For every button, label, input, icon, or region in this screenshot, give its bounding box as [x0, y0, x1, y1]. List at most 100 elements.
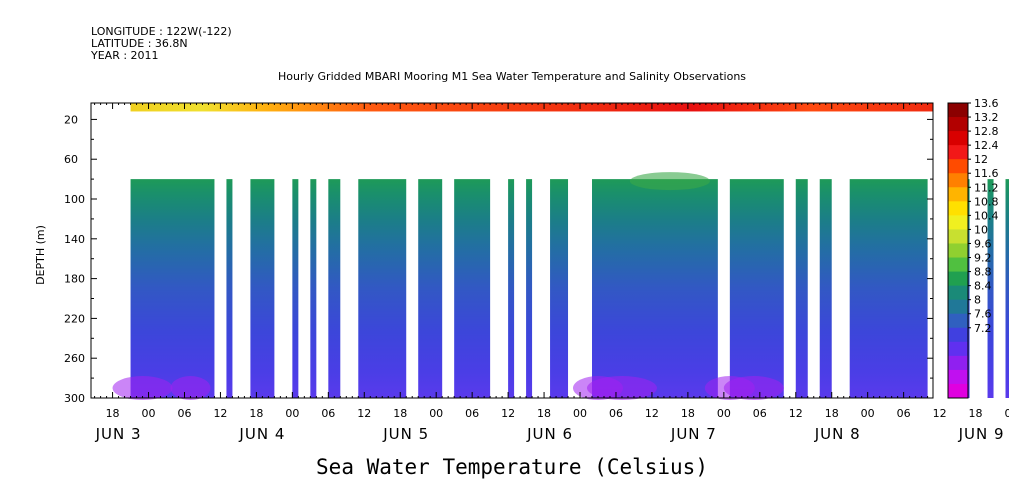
x-hour-tick-label: 00: [717, 407, 731, 420]
data-block-2: [250, 179, 275, 398]
colorbar-label: 12.4: [974, 139, 999, 152]
data-block-13: [729, 179, 784, 398]
colorbar-frame: [947, 102, 969, 399]
colorbar-swatch: [948, 243, 968, 259]
colorbar-label: 12: [974, 153, 988, 166]
colorbar-swatch: [948, 285, 968, 301]
x-hour-tick-label: 12: [501, 407, 515, 420]
colorbar-swatch: [948, 145, 968, 160]
colorbar-swatch: [948, 131, 968, 146]
data-block-4: [310, 179, 317, 398]
x-hour-tick-label: 06: [321, 407, 335, 420]
x-day-label: JUN 6: [526, 425, 573, 443]
data-block-11: [550, 179, 569, 398]
colorbar-label: 13.6: [974, 97, 999, 110]
colorbar-label: 11.6: [974, 167, 999, 180]
x-hour-tick-label: 18: [106, 407, 120, 420]
x-day-label: JUN 7: [670, 425, 717, 443]
x-hour-tick-label: 12: [213, 407, 227, 420]
cold-patch-3: [586, 376, 657, 401]
x-day-label: JUN 8: [814, 425, 861, 443]
x-hour-tick-label: 06: [465, 407, 479, 420]
surface-temperature-band: [130, 103, 933, 112]
colorbar-label: 12.8: [974, 125, 999, 138]
colorbar-swatch: [948, 159, 968, 174]
latitude-label: LATITUDE : 36.8N: [91, 37, 188, 50]
colorbar-label: 7.6: [974, 308, 992, 321]
data-block-9: [508, 179, 515, 398]
x-hour-tick-label: 18: [681, 407, 695, 420]
colorbar-label: 11.2: [974, 181, 999, 194]
colorbar-label: 10.8: [974, 195, 999, 208]
y-tick-label: 100: [64, 193, 85, 206]
y-tick-label: 60: [64, 153, 78, 166]
data-block-3: [292, 179, 299, 398]
colorbar-label: 9.2: [974, 252, 992, 265]
data-block-6: [358, 179, 407, 398]
colorbar-swatch: [948, 201, 968, 216]
colorbar-swatch: [948, 313, 968, 329]
colorbar-swatch: [948, 229, 968, 244]
x-hour-tick-label: 18: [393, 407, 407, 420]
data-block-10: [526, 179, 533, 398]
colorbar-label: 8.8: [974, 266, 992, 279]
x-day-label: JUN 9: [958, 425, 1005, 443]
colorbar-label: 9.6: [974, 237, 992, 250]
x-hour-tick-label: 06: [609, 407, 623, 420]
x-hour-tick-label: 18: [249, 407, 263, 420]
data-block-5: [328, 179, 341, 398]
plot-area: [90, 102, 1009, 401]
data-block-7: [418, 179, 443, 398]
colorbar-label: 7.2: [974, 322, 992, 335]
x-hour-tick-label: 12: [933, 407, 947, 420]
x-hour-tick-label: 18: [537, 407, 551, 420]
data-block-18: [987, 179, 994, 398]
colorbar-swatch: [948, 173, 968, 188]
colorbar-swatch: [948, 271, 968, 287]
colorbar-swatch: [948, 383, 968, 399]
x-day-label: JUN 4: [238, 425, 285, 443]
y-tick-label: 180: [64, 273, 85, 286]
x-axis-title: Sea Water Temperature (Celsius): [316, 455, 708, 479]
y-tick-label: 300: [64, 392, 85, 405]
colorbar-swatch: [948, 187, 968, 202]
x-hour-tick-label: 06: [753, 407, 767, 420]
colorbar-swatch: [948, 327, 968, 343]
x-hour-tick-label: 00: [573, 407, 587, 420]
y-tick-label: 140: [64, 233, 85, 246]
colorbar-swatch: [948, 341, 968, 357]
y-tick-label: 220: [64, 312, 85, 325]
x-hour-tick-label: 06: [177, 407, 191, 420]
data-block-12: [592, 179, 718, 398]
data-block-14: [795, 179, 808, 398]
data-block-8: [454, 179, 491, 398]
data-block-1: [226, 179, 233, 398]
x-hour-tick-label: 18: [969, 407, 983, 420]
x-hour-tick-label: 12: [357, 407, 371, 420]
colorbar-label: 10: [974, 223, 988, 236]
colorbar-swatch: [948, 103, 968, 118]
data-block-19: [1005, 179, 1009, 398]
data-block-15: [819, 179, 832, 398]
colorbar-swatch: [948, 369, 968, 385]
x-day-label: JUN 5: [382, 425, 429, 443]
x-hour-tick-label: 00: [142, 407, 156, 420]
x-hour-tick-label: 12: [789, 407, 803, 420]
chart-title: Hourly Gridded MBARI Mooring M1 Sea Wate…: [278, 70, 746, 83]
colorbar-swatch: [948, 257, 968, 273]
colorbar-label: 10.4: [974, 209, 999, 222]
y-axis-label: DEPTH (m): [34, 225, 47, 285]
cold-patch-5: [723, 376, 784, 401]
y-tick-label: 20: [64, 113, 78, 126]
x-hour-tick-label: 00: [861, 407, 875, 420]
colorbar-label: 8.4: [974, 280, 992, 293]
x-hour-tick-label: 00: [429, 407, 443, 420]
y-tick-label: 260: [64, 352, 85, 365]
x-hour-tick-label: 18: [825, 407, 839, 420]
colorbar-swatch: [948, 215, 968, 230]
colorbar-swatch: [948, 299, 968, 315]
data-block-0: [130, 179, 215, 398]
x-hour-tick-label: 12: [645, 407, 659, 420]
